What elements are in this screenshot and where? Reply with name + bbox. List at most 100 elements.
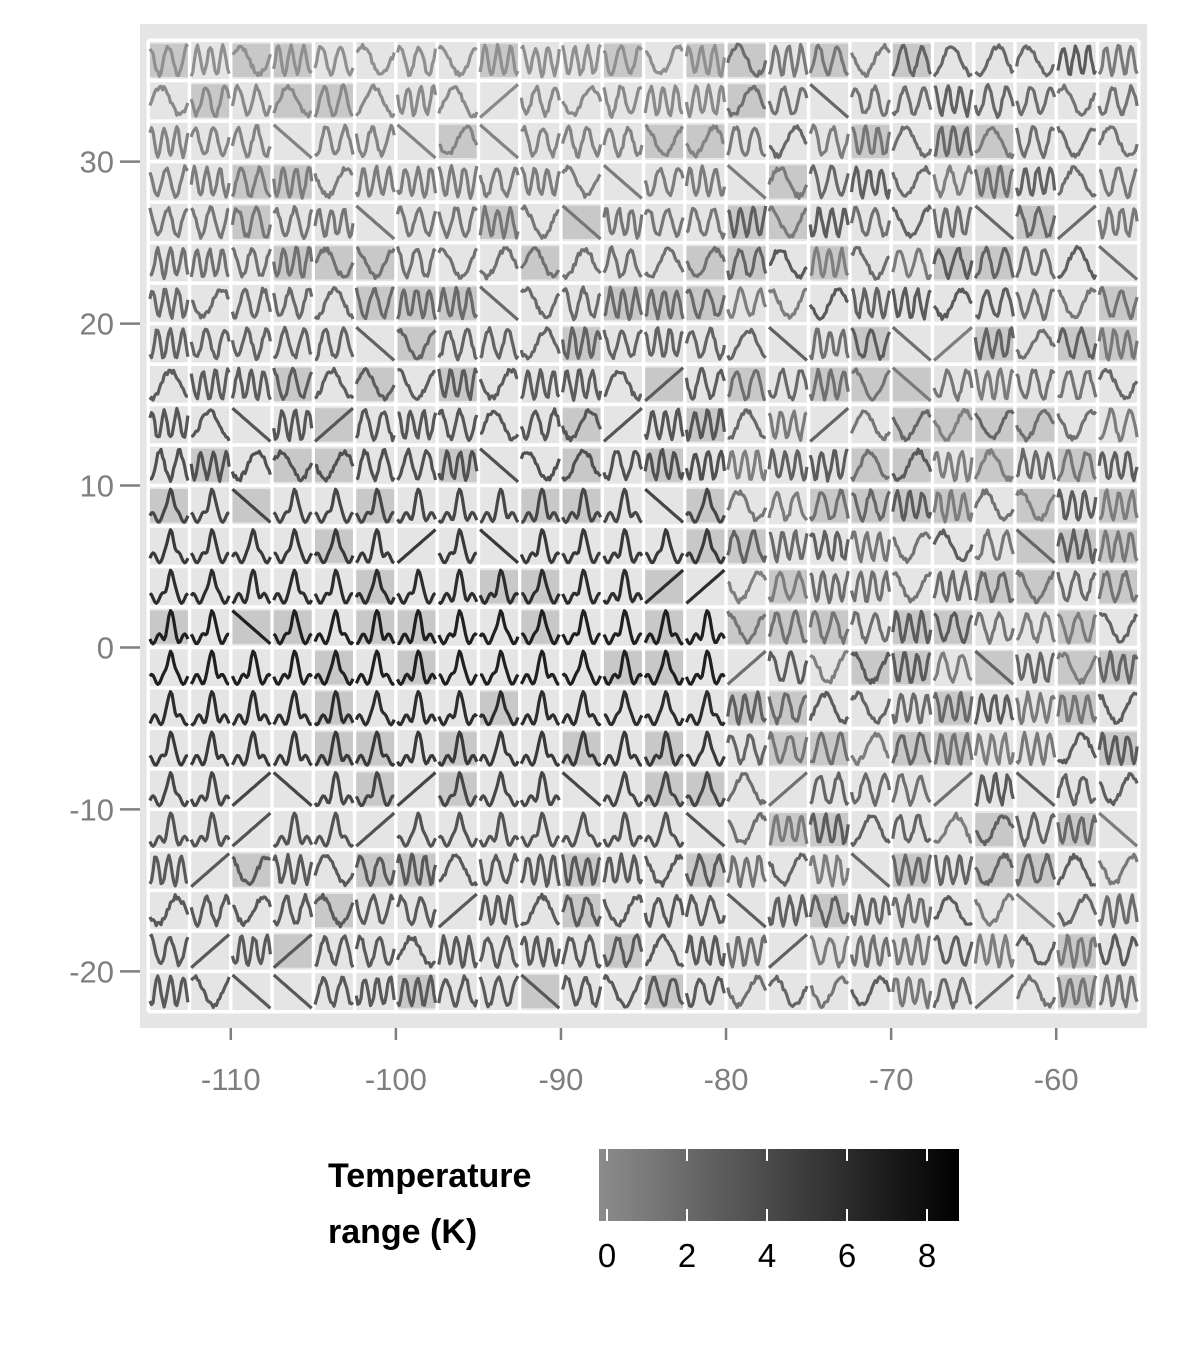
glyph-line [313,83,354,118]
glyph-line [932,45,973,78]
glyph-line [230,933,272,967]
glyph-line [519,326,561,361]
glyph-reference-box [892,448,931,482]
glyph-line [437,367,479,402]
glyph-line [1015,447,1057,481]
glyph-line [726,489,768,523]
glyph-line [148,43,190,78]
glyph-line [851,367,891,402]
glyph-line [685,124,725,159]
glyph-line [479,447,520,484]
glyph-line [148,568,189,605]
glyph-line [1098,811,1139,848]
glyph-line [520,973,561,1010]
glyph-line [850,42,891,79]
glyph-line [561,247,602,280]
glyph-line [478,934,520,969]
glyph-reference-box [645,124,684,159]
glyph-line [230,286,272,320]
glyph-line [519,246,561,279]
glyph-line [808,206,850,239]
glyph-line [767,448,809,482]
glyph-line [231,568,272,605]
glyph-line [272,771,313,807]
glyph-line [478,367,519,401]
glyph-line [602,568,644,605]
glyph-line [148,649,190,686]
glyph-line [1098,488,1139,522]
glyph-line [932,976,973,1010]
glyph-line [1098,166,1138,200]
glyph-line [644,288,685,321]
glyph-line [395,205,438,238]
glyph-line [148,125,190,160]
glyph-line [644,366,685,403]
glyph-line [1097,407,1139,443]
glyph-line [561,690,602,727]
glyph-line [189,205,230,240]
glyph-line [313,811,355,848]
glyph-line [891,531,932,565]
glyph-line [230,83,272,117]
glyph-line [189,327,231,361]
glyph-line [313,166,354,200]
glyph-line [850,245,890,281]
glyph-line [1015,569,1055,605]
glyph-line [272,690,312,726]
glyph-line [437,528,478,565]
glyph-line [1056,731,1098,765]
panel-gridlines [146,38,1141,1014]
glyph-line [231,771,272,807]
glyph-line [932,894,974,926]
glyph-line [561,368,603,402]
glyph-line [767,570,809,603]
glyph-line [974,814,1015,847]
glyph-line [396,649,437,686]
glyph-line [891,571,933,604]
glyph-line [767,974,809,1009]
glyph-line [272,43,313,78]
glyph-line [478,975,520,1009]
glyph-line [272,325,313,360]
glyph-line [519,407,561,442]
legend-tick-label: 2 [678,1237,696,1274]
glyph-line [354,690,396,727]
glyph-line [273,528,314,565]
glyph-line [726,449,768,482]
glyph-line [1056,409,1098,442]
glyph-line [891,247,933,280]
glyph-line [313,771,355,808]
glyph-line [1097,83,1139,117]
glyph-line [933,854,974,887]
glyph-line [644,568,685,605]
glyph-line [189,649,230,686]
glyph-line [354,286,395,321]
glyph-line [851,124,892,156]
glyph-line [272,973,313,1010]
glyph-line [437,449,479,482]
glyph-line [1015,651,1056,684]
glyph-line [602,609,643,646]
glyph-line [479,285,520,322]
glyph-line [932,287,973,321]
glyph-line [643,730,685,767]
glyph-line [396,974,438,1008]
glyph-line [767,326,808,362]
glyph-line [354,408,396,443]
glyph-line [767,287,808,320]
glyph-line [1056,975,1098,1008]
glyph-line [395,44,438,78]
glyph-line [602,894,644,928]
glyph-line [1097,650,1139,685]
glyph-line [767,367,809,402]
glyph-line [148,771,190,808]
glyph-line [479,487,520,524]
glyph-line [355,447,396,483]
glyph-line [891,976,933,1010]
glyph-line [272,609,313,646]
glyph-line [891,933,931,966]
glyph-line [643,609,685,646]
glyph-line [685,288,726,320]
glyph-line [1097,893,1139,929]
glyph-line [685,730,726,767]
